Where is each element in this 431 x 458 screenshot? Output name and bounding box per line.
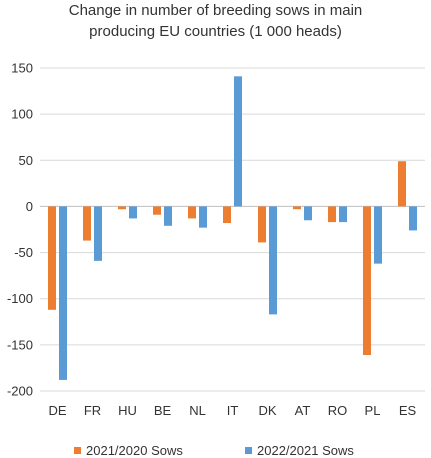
chart-title-line-1: Change in number of breeding sows in mai… xyxy=(68,2,363,19)
bar-nl-series-2 xyxy=(199,206,207,228)
bar-at-series-2 xyxy=(304,206,312,221)
bar-ro-series-2 xyxy=(339,206,347,223)
bar-de-series-2 xyxy=(59,206,67,380)
bar-nl-series-1 xyxy=(188,206,196,219)
y-tick-label: -200 xyxy=(7,384,33,399)
x-tick-label-hu: HU xyxy=(118,403,137,418)
bar-be-series-1 xyxy=(153,206,161,215)
bars xyxy=(48,76,417,380)
gridlines xyxy=(40,67,425,392)
y-tick-label: 100 xyxy=(11,107,33,122)
x-tick-label-pl: PL xyxy=(365,403,381,418)
x-axis-ticks: DE FR HU BE NL IT DK AT RO PL ES xyxy=(48,403,416,418)
bar-hu-series-1 xyxy=(118,206,126,210)
x-tick-label-it: IT xyxy=(227,403,239,418)
chart-title-line-2: producing EU countries (1 000 heads) xyxy=(89,23,342,40)
bar-it-series-1 xyxy=(223,206,231,224)
bar-dk-series-1 xyxy=(258,206,266,243)
bar-fr-series-2 xyxy=(94,206,102,261)
bar-hu-series-2 xyxy=(129,206,137,219)
x-tick-label-fr: FR xyxy=(84,403,101,418)
y-tick-label: 0 xyxy=(26,199,33,214)
bar-es-series-1 xyxy=(398,161,406,207)
bar-es-series-2 xyxy=(409,206,417,231)
bar-de-series-1 xyxy=(48,206,56,310)
legend: 2021/2020 Sows 2022/2021 Sows xyxy=(74,443,354,458)
x-tick-label-ro: RO xyxy=(328,403,348,418)
bar-pl-series-2 xyxy=(374,206,382,264)
x-tick-label-nl: NL xyxy=(189,403,206,418)
bar-dk-series-2 xyxy=(269,206,277,315)
x-tick-label-be: BE xyxy=(154,403,172,418)
legend-swatch-series-2 xyxy=(245,447,252,454)
y-tick-label: -150 xyxy=(7,337,33,352)
x-tick-label-de: DE xyxy=(48,403,66,418)
chart-title: Change in number of breeding sows in mai… xyxy=(0,0,431,42)
x-tick-label-es: ES xyxy=(399,403,417,418)
y-tick-label: 50 xyxy=(19,153,33,168)
bar-at-series-1 xyxy=(293,206,301,210)
y-tick-label: 150 xyxy=(11,61,33,76)
bar-ro-series-1 xyxy=(328,206,336,223)
y-tick-label: -50 xyxy=(14,245,33,260)
y-tick-label: -100 xyxy=(7,291,33,306)
y-axis-ticks: 150 100 50 0 -50 -100 -150 -200 xyxy=(7,61,33,399)
legend-label-series-1: 2021/2020 Sows xyxy=(86,443,183,458)
bar-be-series-2 xyxy=(164,206,172,226)
bar-it-series-2 xyxy=(234,76,242,207)
x-tick-label-at: AT xyxy=(295,403,311,418)
legend-swatch-series-1 xyxy=(74,447,81,454)
bar-fr-series-1 xyxy=(83,206,91,241)
legend-label-series-2: 2022/2021 Sows xyxy=(257,443,354,458)
x-tick-label-dk: DK xyxy=(258,403,276,418)
bar-pl-series-1 xyxy=(363,206,371,356)
